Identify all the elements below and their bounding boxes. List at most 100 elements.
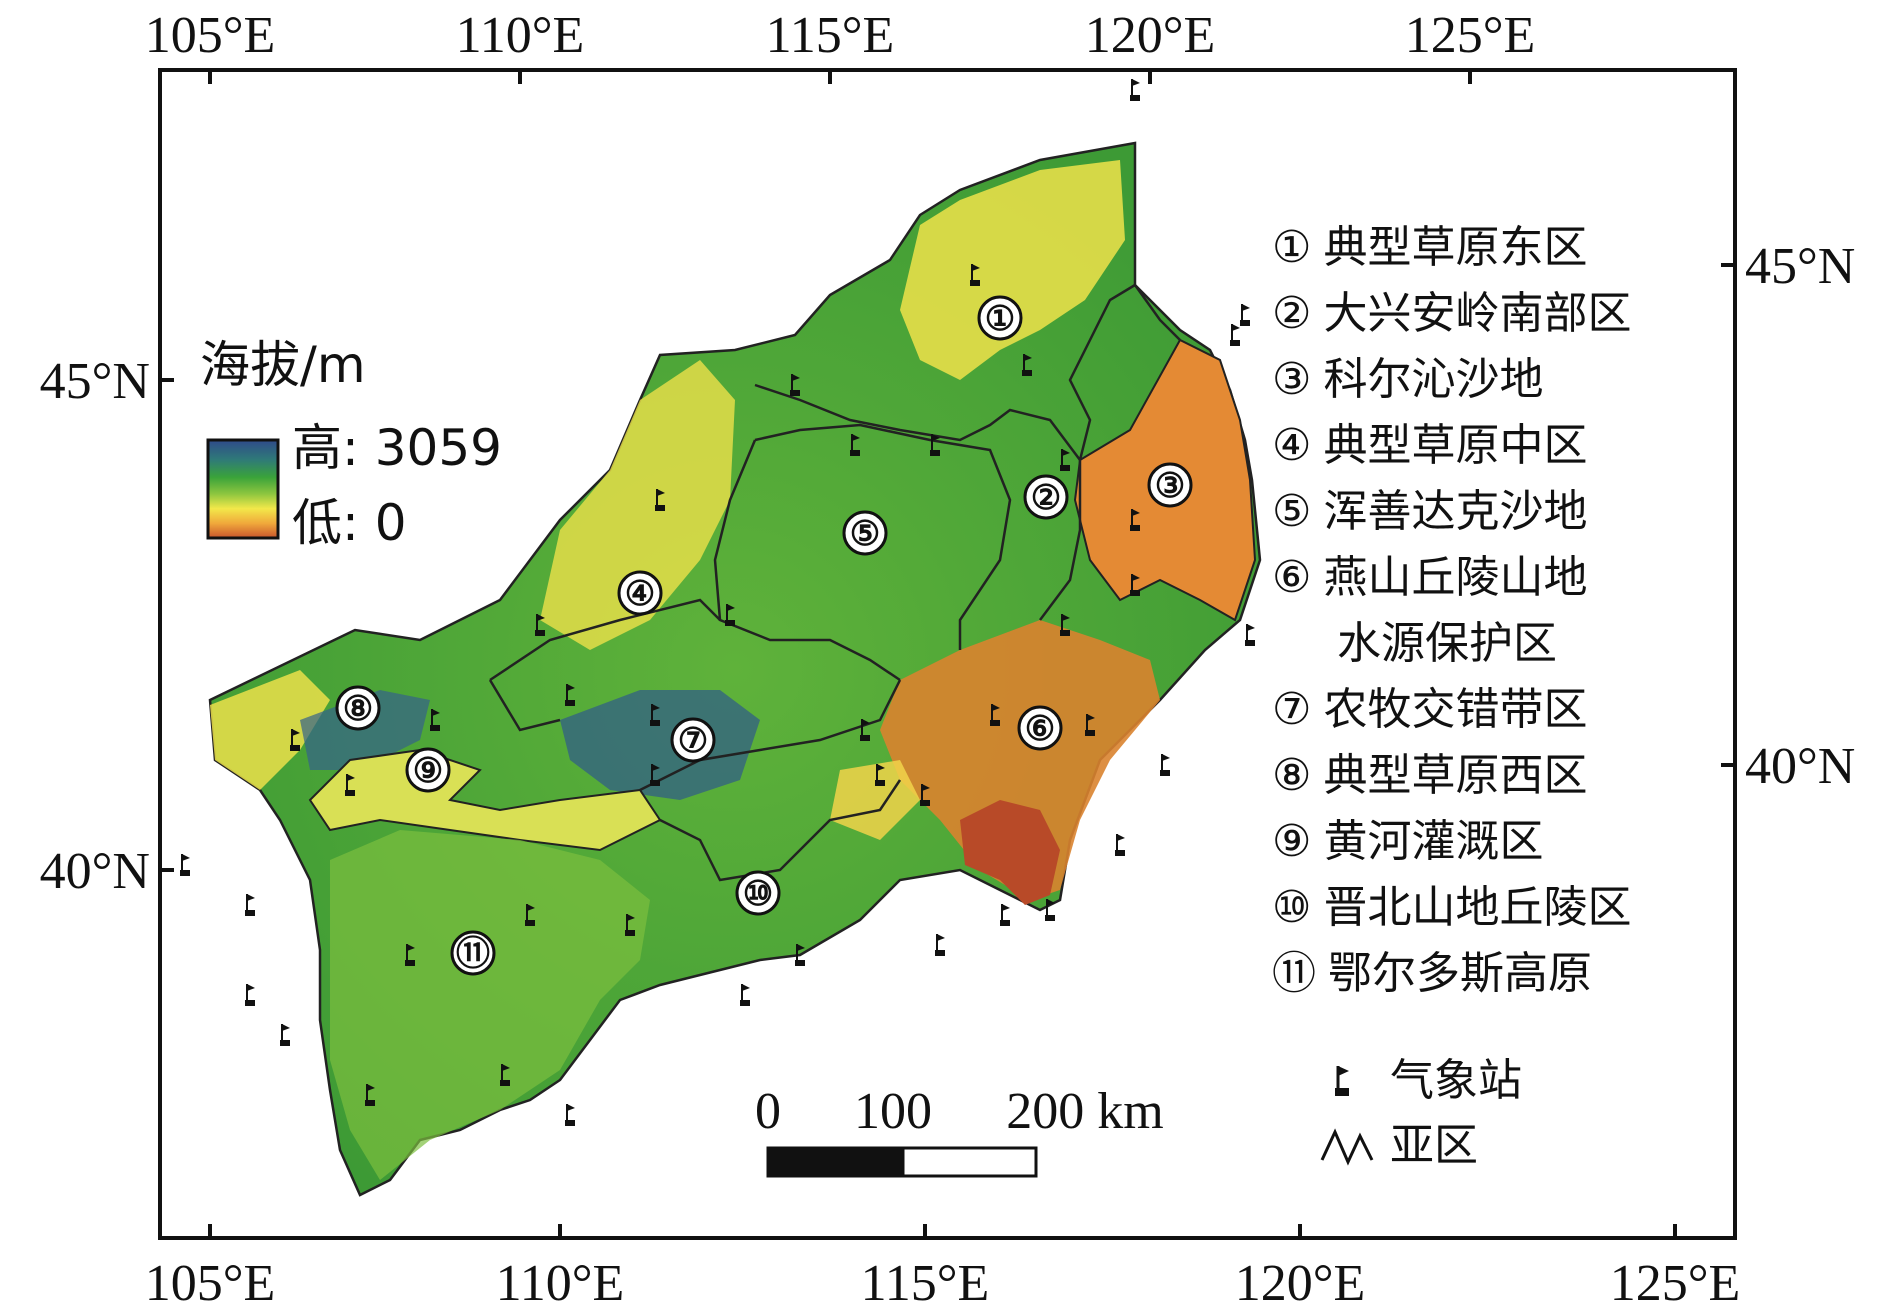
station-22 bbox=[430, 709, 440, 731]
region-marker-4: ④ bbox=[617, 570, 663, 616]
region-marker-2: ② bbox=[1023, 474, 1069, 520]
station-16 bbox=[565, 684, 575, 706]
station-43 bbox=[565, 1104, 575, 1126]
station-5 bbox=[790, 374, 800, 396]
yellow-steppe-1 bbox=[900, 160, 1125, 380]
station-29 bbox=[625, 914, 635, 936]
station-39 bbox=[245, 894, 255, 916]
station-legend-label: 气象站 bbox=[1390, 1055, 1522, 1106]
station-4 bbox=[1230, 324, 1240, 346]
station-37 bbox=[935, 934, 945, 956]
region-marker-9: ⑨ bbox=[405, 747, 451, 793]
scale-bar-black bbox=[766, 1146, 905, 1178]
weather-stations bbox=[180, 79, 1255, 1126]
region-marker-7: ⑦ bbox=[670, 717, 716, 763]
legend-item-4: ④ 典型草原中区 bbox=[1272, 420, 1587, 471]
scale-label-200: 200 km bbox=[1006, 1083, 1163, 1140]
elevation-colorbar bbox=[206, 438, 280, 540]
station-21 bbox=[290, 729, 300, 751]
station-14 bbox=[535, 614, 545, 636]
svg-text:①: ① bbox=[985, 301, 1015, 338]
station-35 bbox=[1115, 834, 1125, 856]
lowland-6 bbox=[880, 620, 1160, 900]
bottom-lon-label: 105°E bbox=[145, 1255, 276, 1312]
yellow-steppe-4 bbox=[540, 360, 735, 650]
station-18 bbox=[860, 719, 870, 741]
station-6 bbox=[850, 434, 860, 456]
legend-item-1: ① 典型草原东区 bbox=[1272, 222, 1587, 273]
station-34 bbox=[1045, 899, 1055, 921]
svg-text:④: ④ bbox=[625, 576, 655, 613]
legend-item-9: ⑨ 黄河灌溉区 bbox=[1272, 816, 1543, 867]
region-marker-8: ⑧ bbox=[335, 685, 381, 731]
yellow-hebei bbox=[830, 760, 920, 840]
left-lat-labels: 45°N 40°N bbox=[40, 353, 150, 900]
legend-item-3: ③ 科尔沁沙地 bbox=[1272, 354, 1543, 405]
station-27 bbox=[525, 904, 535, 926]
top-lon-label: 105°E bbox=[145, 7, 276, 64]
region-marker-6: ⑥ bbox=[1017, 705, 1063, 751]
right-lat-labels: 45°N 40°N bbox=[1745, 238, 1855, 795]
station-1 bbox=[970, 264, 980, 286]
lowland-6-dark bbox=[960, 800, 1060, 905]
legend-item-10: ⑩ 晋北山地丘陵区 bbox=[1272, 882, 1631, 933]
svg-text:⑩: ⑩ bbox=[743, 876, 773, 913]
legend-item-7: ⑦ 农牧交错带区 bbox=[1272, 684, 1587, 735]
station-28 bbox=[405, 944, 415, 966]
station-40 bbox=[245, 984, 255, 1006]
top-lon-label: 110°E bbox=[456, 7, 585, 64]
scale-label-100: 100 bbox=[854, 1083, 932, 1140]
station-26 bbox=[650, 764, 660, 786]
station-7 bbox=[930, 434, 940, 456]
scale-bar-white bbox=[901, 1146, 1038, 1178]
station-2 bbox=[1022, 354, 1032, 376]
elevation-high-label: 高: 3059 bbox=[292, 419, 502, 477]
region-marker-3: ③ bbox=[1147, 462, 1193, 508]
region-11-area bbox=[330, 830, 650, 1180]
station-33 bbox=[1000, 904, 1010, 926]
station-36 bbox=[1160, 754, 1170, 776]
right-lat-label: 45°N bbox=[1745, 238, 1855, 295]
subregion-legend-label: 亚区 bbox=[1390, 1120, 1478, 1171]
frame-ticks bbox=[160, 70, 1735, 1238]
station-13 bbox=[655, 489, 665, 511]
region-marker-1: ① bbox=[977, 295, 1023, 341]
left-lat-label: 40°N bbox=[40, 843, 150, 900]
highland-8 bbox=[300, 690, 430, 770]
station-31 bbox=[740, 984, 750, 1006]
svg-text:⑧: ⑧ bbox=[343, 691, 373, 728]
region-marker-5: ⑤ bbox=[842, 510, 888, 556]
subregion-legend-icon bbox=[1320, 1128, 1374, 1166]
region-marker-10: ⑩ bbox=[735, 870, 781, 916]
station-17 bbox=[650, 704, 660, 726]
station-20 bbox=[1085, 714, 1095, 736]
top-lon-label: 115°E bbox=[766, 7, 895, 64]
station-15 bbox=[725, 604, 735, 626]
legend-item-8: ⑧ 典型草原西区 bbox=[1272, 750, 1587, 801]
symbols-legend: 气象站 亚区 bbox=[1320, 1055, 1522, 1171]
station-41 bbox=[280, 1024, 290, 1046]
left-lat-label: 45°N bbox=[40, 353, 150, 410]
scale-bar: 0 100 200 km bbox=[755, 1083, 1164, 1178]
svg-text:⑤: ⑤ bbox=[850, 516, 880, 553]
station-8 bbox=[1060, 449, 1070, 471]
station-legend-icon bbox=[1335, 1066, 1349, 1096]
top-lon-label: 120°E bbox=[1085, 7, 1216, 64]
top-lon-labels: 105°E 110°E 115°E 120°E 125°E bbox=[145, 7, 1536, 64]
station-42 bbox=[365, 1084, 375, 1106]
station-11 bbox=[1060, 614, 1070, 636]
station-25 bbox=[920, 784, 930, 806]
scale-label-0: 0 bbox=[755, 1083, 781, 1140]
svg-text:⑦: ⑦ bbox=[678, 723, 708, 760]
bottom-lon-label: 110°E bbox=[496, 1255, 625, 1312]
station-38 bbox=[180, 854, 190, 876]
legend-item-6: ⑥ 燕山丘陵山地 bbox=[1272, 552, 1587, 603]
bottom-lon-label: 115°E bbox=[861, 1255, 990, 1312]
station-24 bbox=[875, 764, 885, 786]
svg-text:③: ③ bbox=[1155, 468, 1185, 505]
svg-text:⑨: ⑨ bbox=[413, 753, 443, 790]
regions-legend: ① 典型草原东区 ② 大兴安岭南部区 ③ 科尔沁沙地 ④ 典型草原中区 ⑤ 浑善达克沙地 … bbox=[1272, 222, 1631, 999]
legend-item-6b: 水源保护区 bbox=[1337, 618, 1557, 669]
svg-text:⑥: ⑥ bbox=[1025, 711, 1055, 748]
